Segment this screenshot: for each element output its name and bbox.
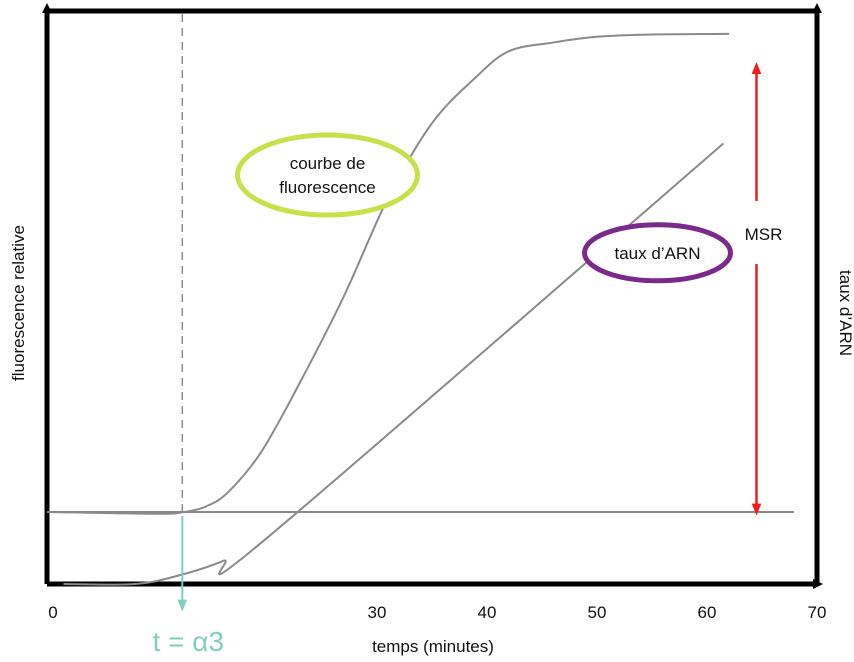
msr-label: MSR (745, 225, 783, 244)
y-axis-label-right: taux d’ARN (836, 270, 854, 356)
fluorescence-bubble-text-1: courbe de (290, 154, 366, 173)
x-tick-label-50: 50 (588, 603, 607, 622)
fluorescence-bubble (235, 132, 420, 218)
x-tick-label-40: 40 (478, 603, 497, 622)
rna-bubble (582, 222, 733, 284)
rna-curve (63, 142, 725, 586)
x-tick-label-0: 0 (48, 603, 57, 622)
x-tick-label-70: 70 (808, 603, 827, 622)
x-axis-label: temps (minutes) (372, 637, 494, 656)
x-tick-label-60: 60 (698, 603, 717, 622)
fluorescence-bubble-text-2: fluorescence (279, 178, 375, 197)
threshold-label: t = α3 (153, 626, 224, 657)
rna-bubble-text: taux d’ARN (615, 244, 701, 263)
x-tick-labels: 0 30 40 50 60 70 (48, 603, 826, 622)
fluorescence-curve (46, 32, 730, 515)
y-axis-label-left: fluorescence relative (9, 225, 28, 381)
x-tick-label-30: 30 (368, 603, 387, 622)
